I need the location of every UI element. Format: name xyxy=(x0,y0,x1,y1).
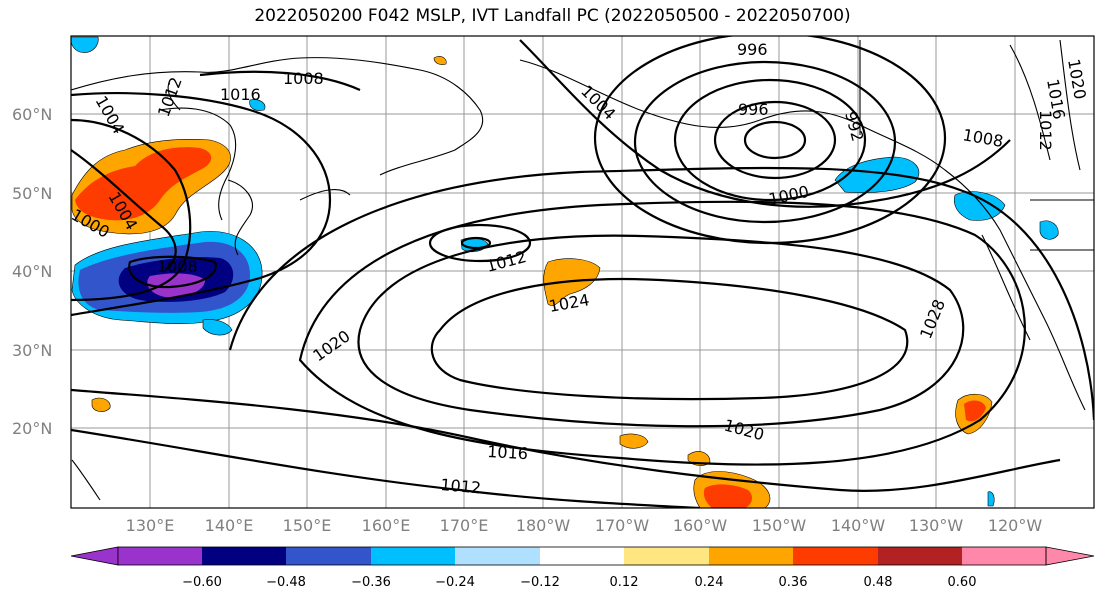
colorbar-tick: 0.36 xyxy=(779,575,808,590)
contour-label: 1008 xyxy=(283,69,324,88)
colorbar-segment xyxy=(202,547,286,565)
lon-label: 140°W xyxy=(831,516,886,535)
colorbar-segment xyxy=(624,547,709,565)
lon-label: 150°W xyxy=(752,516,807,535)
colorbar-tick: 0.60 xyxy=(948,575,977,590)
lat-label: 30°N xyxy=(12,341,52,360)
mslp-contours xyxy=(71,36,1094,508)
colorbar: −0.60 −0.48 −0.36 −0.24 −0.12 0.12 0.24 … xyxy=(70,546,1095,590)
contour-label: 996 xyxy=(737,40,768,59)
colorbar-segment xyxy=(455,547,540,565)
contour-label: 1012 xyxy=(1036,110,1055,151)
colorbar-segment xyxy=(962,547,1046,565)
colorbar-extend-min xyxy=(70,546,119,566)
lon-label: 120°W xyxy=(988,516,1043,535)
colorbar-segment xyxy=(286,547,371,565)
colorbar-extend-max xyxy=(1045,546,1095,566)
colorbar-tick: −0.60 xyxy=(182,575,222,590)
lon-label: 150°E xyxy=(283,516,332,535)
latitude-labels: 60°N 50°N 40°N 30°N 20°N xyxy=(12,105,52,438)
lat-label: 40°N xyxy=(12,262,52,281)
colorbar-segment xyxy=(371,547,455,565)
ivt-shading xyxy=(71,36,1059,508)
lon-label: 170°E xyxy=(440,516,489,535)
lon-label: 180°W xyxy=(516,516,571,535)
longitude-labels: 130°E 140°E 150°E 160°E 170°E 180°W 170°… xyxy=(126,516,1043,535)
lon-label: 130°W xyxy=(909,516,964,535)
colorbar-tick: 0.48 xyxy=(864,575,893,590)
lat-label: 50°N xyxy=(12,184,52,203)
contour-label: 1016 xyxy=(220,85,261,104)
contour-label: 1008 xyxy=(157,257,198,276)
colorbar-tick: −0.12 xyxy=(520,575,560,590)
colorbar-segment xyxy=(118,547,202,565)
colorbar-tick: −0.24 xyxy=(435,575,475,590)
colorbar-tick: −0.36 xyxy=(351,575,391,590)
lon-label: 160°W xyxy=(673,516,728,535)
contour-label: 1016 xyxy=(487,442,529,463)
lon-label: 130°E xyxy=(126,516,175,535)
lat-label: 60°N xyxy=(12,105,52,124)
colorbar-tick: 0.12 xyxy=(610,575,639,590)
colorbar-tick: 0.24 xyxy=(695,575,724,590)
colorbar-segment xyxy=(878,547,962,565)
colorbar-tick: −0.48 xyxy=(266,575,306,590)
lon-label: 170°W xyxy=(595,516,650,535)
lat-label: 20°N xyxy=(12,419,52,438)
lon-label: 140°E xyxy=(205,516,254,535)
colorbar-segment xyxy=(540,547,624,565)
contour-label: 996 xyxy=(738,100,769,119)
contour-label: 1012 xyxy=(440,475,482,497)
colorbar-segment xyxy=(793,547,878,565)
map-title: 2022050200 F042 MSLP, IVT Landfall PC (2… xyxy=(254,6,851,26)
plot-border xyxy=(70,35,1095,509)
lon-label: 160°E xyxy=(362,516,411,535)
colorbar-segment xyxy=(709,547,793,565)
